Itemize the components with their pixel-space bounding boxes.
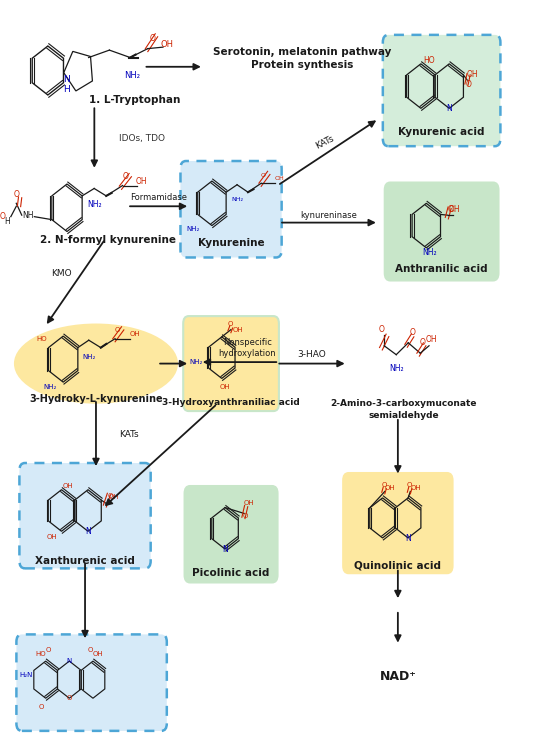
Text: HO: HO — [423, 56, 435, 65]
Text: OH: OH — [244, 500, 254, 506]
Text: 3-Hydroxyanthraniliac acid: 3-Hydroxyanthraniliac acid — [162, 398, 300, 407]
FancyBboxPatch shape — [385, 183, 499, 280]
Text: O: O — [410, 328, 415, 337]
Text: NH₂: NH₂ — [389, 364, 403, 372]
Text: NH₂: NH₂ — [82, 353, 95, 360]
Text: Xanthurenic acid: Xanthurenic acid — [35, 556, 135, 566]
Text: O: O — [67, 695, 72, 701]
Text: O: O — [39, 704, 44, 711]
Text: OH: OH — [275, 177, 285, 181]
Text: Nonspecific: Nonspecific — [223, 338, 272, 347]
Text: hydroxylation: hydroxylation — [219, 349, 276, 358]
Text: NH₂: NH₂ — [422, 249, 437, 257]
Text: Kynurenic acid: Kynurenic acid — [398, 127, 485, 137]
Text: O: O — [379, 325, 385, 334]
Text: IDOs, TDO: IDOs, TDO — [119, 134, 165, 143]
Text: OH: OH — [426, 335, 437, 344]
Text: N: N — [405, 533, 411, 543]
Text: O: O — [0, 212, 6, 221]
Text: 2-Amino-3-carboxymuconate: 2-Amino-3-carboxymuconate — [330, 399, 477, 408]
Text: OH: OH — [449, 205, 460, 214]
Text: O: O — [243, 513, 249, 519]
Text: OH: OH — [219, 384, 230, 390]
Text: O: O — [447, 205, 453, 214]
Text: 1. L-Tryptophan: 1. L-Tryptophan — [89, 95, 180, 105]
Text: O: O — [381, 482, 387, 487]
Text: KATs: KATs — [119, 430, 138, 439]
Text: O: O — [88, 647, 93, 653]
Text: Anthranilic acid: Anthranilic acid — [395, 263, 488, 274]
Text: OH: OH — [466, 70, 478, 79]
Text: NH₂: NH₂ — [43, 384, 56, 390]
Text: O: O — [149, 33, 155, 43]
Text: N: N — [63, 75, 70, 84]
Text: OH: OH — [160, 39, 174, 49]
Text: N: N — [67, 658, 72, 664]
Text: OH: OH — [93, 651, 104, 657]
Text: H: H — [4, 217, 10, 226]
Text: O: O — [407, 482, 412, 487]
FancyBboxPatch shape — [383, 35, 500, 146]
FancyBboxPatch shape — [343, 473, 452, 574]
Text: kynureninase: kynureninase — [300, 211, 358, 220]
Text: OH: OH — [62, 482, 73, 488]
Text: HO: HO — [35, 651, 46, 657]
Text: KATs: KATs — [314, 134, 336, 151]
Text: HO: HO — [37, 336, 47, 342]
Text: H: H — [63, 85, 70, 94]
Text: OH: OH — [129, 331, 140, 338]
Text: N: N — [446, 105, 452, 114]
Text: O: O — [261, 174, 266, 178]
Text: NH₂: NH₂ — [231, 197, 243, 202]
Text: Picolinic acid: Picolinic acid — [192, 568, 270, 578]
Text: H₂N: H₂N — [19, 672, 33, 678]
Text: 3-Hydroky-L-kynurenine: 3-Hydroky-L-kynurenine — [29, 394, 163, 404]
Text: KMO: KMO — [51, 269, 72, 278]
Text: Protein synthesis: Protein synthesis — [251, 60, 353, 70]
Text: O: O — [465, 80, 471, 89]
FancyBboxPatch shape — [183, 316, 279, 411]
Text: OH: OH — [410, 485, 421, 491]
Text: Kynurenine: Kynurenine — [198, 238, 264, 249]
Text: 3-HAO: 3-HAO — [298, 350, 326, 359]
Text: O: O — [228, 321, 233, 327]
Text: NH₂: NH₂ — [87, 200, 101, 209]
Text: O: O — [122, 172, 128, 181]
Text: Quinolinic acid: Quinolinic acid — [354, 560, 441, 571]
Text: NH₂: NH₂ — [190, 359, 203, 365]
FancyBboxPatch shape — [17, 634, 167, 731]
Text: semialdehyde: semialdehyde — [368, 411, 439, 420]
Text: OH: OH — [233, 326, 243, 332]
Text: O: O — [13, 190, 19, 199]
Text: OH: OH — [136, 177, 147, 186]
Text: Serotonin, melatonin pathway: Serotonin, melatonin pathway — [213, 47, 391, 57]
Text: 2. N-formyl kynurenine: 2. N-formyl kynurenine — [40, 235, 176, 246]
Text: N: N — [222, 545, 228, 554]
Text: OH: OH — [47, 534, 58, 540]
FancyBboxPatch shape — [181, 161, 282, 257]
FancyBboxPatch shape — [185, 486, 278, 582]
Text: O: O — [419, 338, 425, 347]
Text: NH₂: NH₂ — [187, 226, 200, 232]
Text: OH: OH — [109, 494, 120, 500]
Text: O: O — [46, 647, 51, 653]
Text: O: O — [115, 326, 120, 333]
Text: Formamidase: Formamidase — [131, 193, 187, 202]
Text: N: N — [85, 527, 91, 536]
Text: NH₂: NH₂ — [125, 70, 141, 80]
Ellipse shape — [14, 324, 178, 404]
FancyBboxPatch shape — [19, 463, 150, 568]
Text: O: O — [107, 493, 113, 499]
Text: OH: OH — [385, 485, 395, 491]
Text: NH: NH — [23, 211, 34, 220]
Text: NAD⁺: NAD⁺ — [380, 670, 417, 683]
